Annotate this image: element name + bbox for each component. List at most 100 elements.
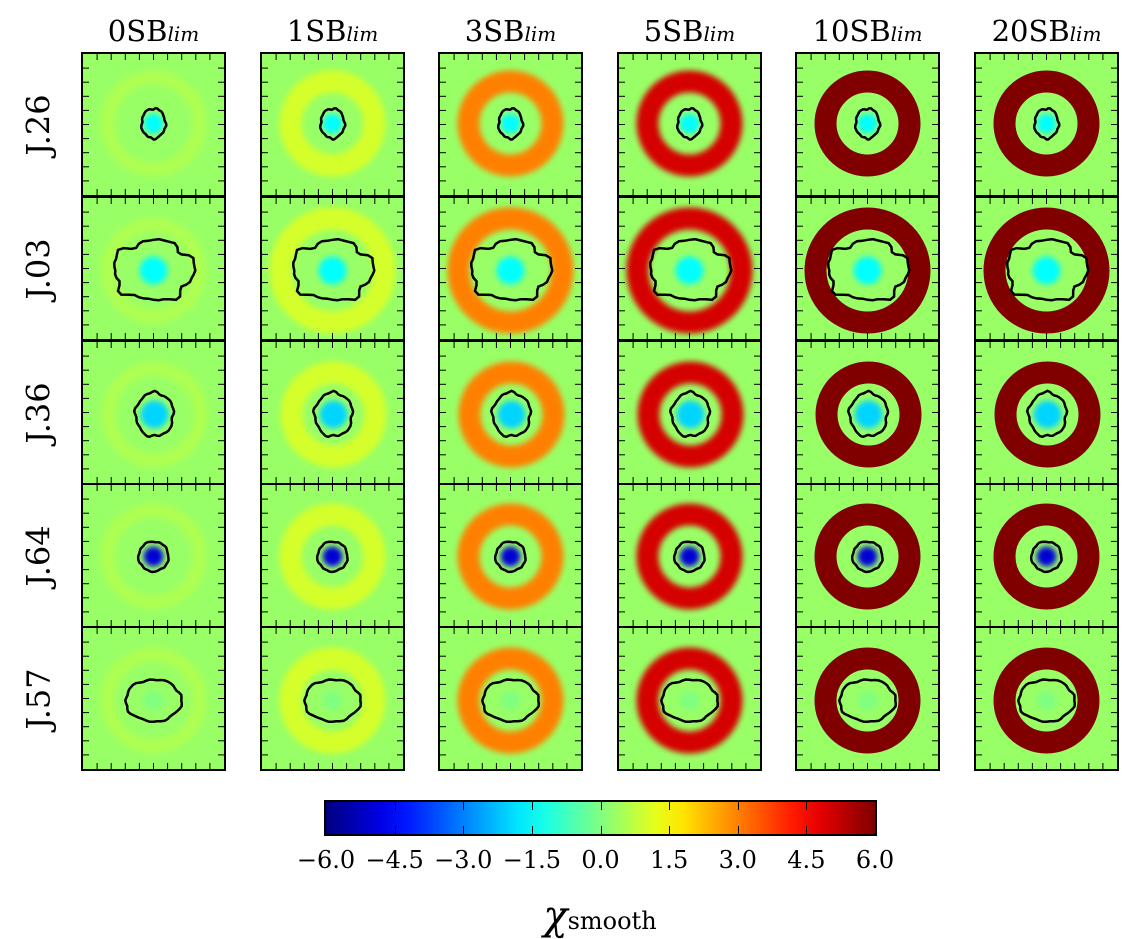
heatmap-panel (260, 483, 405, 628)
colorbar-title: χsmooth (543, 893, 657, 939)
ring (815, 361, 922, 468)
contour (649, 237, 733, 302)
colorbar-tick-label: −6.0 (296, 846, 356, 874)
core (319, 400, 348, 429)
colorbar-tick (463, 802, 465, 810)
colorbar-tick-label: −1.5 (502, 846, 562, 874)
axis-ticks (797, 485, 938, 626)
heatmap-panel (795, 196, 940, 341)
core (676, 400, 705, 429)
ring (100, 503, 207, 610)
ring (100, 217, 207, 324)
column-title: 3SBlim (464, 14, 557, 48)
ring (993, 503, 1100, 610)
colorbar-tick (737, 826, 739, 834)
contour (1016, 678, 1077, 724)
core (143, 113, 164, 134)
heatmap-panel (81, 626, 226, 771)
heatmap-panel (795, 340, 940, 485)
ring (993, 70, 1100, 177)
axis-ticks (83, 198, 224, 339)
heatmap-panel (795, 626, 940, 771)
ring (814, 503, 921, 610)
axis-ticks (797, 628, 938, 769)
colorbar-tick-label: 4.5 (787, 846, 826, 874)
core (322, 546, 343, 567)
ring (457, 70, 564, 177)
contour (318, 107, 347, 141)
ring (983, 207, 1110, 334)
core (500, 546, 521, 567)
heatmap-panel (617, 483, 762, 628)
contour (837, 678, 898, 724)
ring (994, 361, 1101, 468)
contour (496, 107, 525, 141)
contour (659, 678, 720, 724)
ring (457, 503, 564, 610)
heatmap-panel (974, 52, 1119, 197)
axis-ticks (976, 342, 1117, 483)
core (1036, 690, 1057, 711)
heatmap-panel (438, 626, 583, 771)
ring (100, 70, 207, 177)
axis-ticks (797, 54, 938, 195)
contour (480, 678, 541, 724)
contour (311, 389, 355, 439)
contour (853, 107, 882, 141)
core (500, 113, 521, 134)
heatmap-panel (617, 52, 762, 197)
heatmap-panel (81, 196, 226, 341)
axis-ticks (619, 198, 760, 339)
axis-ticks (262, 198, 403, 339)
heatmap-panel (617, 340, 762, 485)
axis-ticks (83, 485, 224, 626)
axis-ticks (619, 628, 760, 769)
row-label: J.57 (19, 667, 58, 730)
core (140, 400, 169, 429)
contour (1032, 107, 1061, 141)
row-label: J.03 (19, 237, 58, 300)
core (500, 690, 521, 711)
core (322, 690, 343, 711)
heatmap-panel (438, 483, 583, 628)
ring (279, 503, 386, 610)
core (857, 113, 878, 134)
contour (675, 107, 704, 141)
column-title: 20SBlim (991, 14, 1102, 48)
ring (814, 70, 921, 177)
core (139, 256, 168, 285)
core (679, 546, 700, 567)
axis-ticks (83, 342, 224, 483)
heatmap-panel (260, 52, 405, 197)
axis-ticks (440, 54, 581, 195)
axis-ticks (440, 198, 581, 339)
colorbar-tick-label: −3.0 (434, 846, 493, 874)
core (318, 256, 347, 285)
axis-ticks (440, 485, 581, 626)
heatmap-panel (795, 52, 940, 197)
axis-ticks (976, 198, 1117, 339)
colorbar-tick-label: −4.5 (365, 846, 424, 874)
colorbar-tick-label: 3.0 (718, 846, 757, 874)
colorbar-tick (600, 802, 602, 810)
contour (136, 540, 170, 574)
contour (850, 540, 884, 574)
heatmap-panel (974, 196, 1119, 341)
ring (279, 70, 386, 177)
contour (672, 540, 706, 574)
core (143, 546, 164, 567)
heatmap-panel (81, 52, 226, 197)
core (679, 690, 700, 711)
axis-ticks (976, 485, 1117, 626)
axis-ticks (262, 342, 403, 483)
row-label: J.36 (19, 381, 58, 444)
colorbar-tick (463, 826, 465, 834)
ring (447, 207, 574, 334)
colorbar-tick (669, 802, 671, 810)
core (679, 113, 700, 134)
ring (993, 647, 1100, 754)
ring (814, 647, 921, 754)
colorbar-tick-label: 0.0 (581, 846, 620, 874)
heatmap-panel (974, 626, 1119, 771)
contour (489, 389, 533, 439)
